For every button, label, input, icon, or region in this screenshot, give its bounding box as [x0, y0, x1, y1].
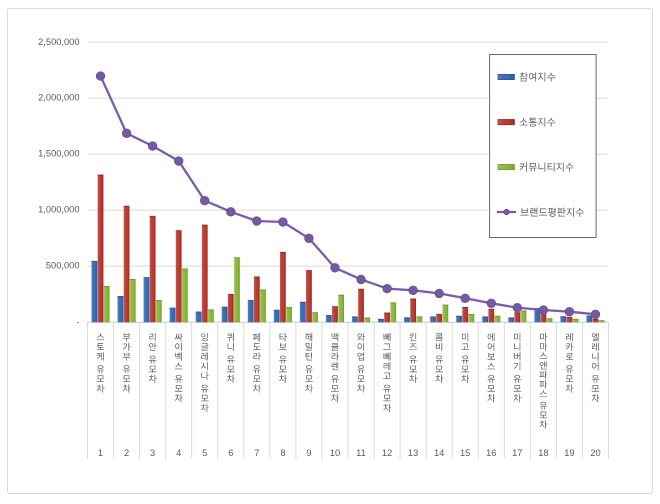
svg-text:20: 20	[590, 448, 600, 458]
svg-text:1,500,000: 1,500,000	[38, 149, 79, 159]
svg-text:13: 13	[408, 448, 418, 458]
svg-text:1: 1	[98, 448, 103, 458]
svg-text:11: 11	[356, 448, 366, 458]
svg-text:16: 16	[486, 448, 496, 458]
svg-text:500,000: 500,000	[46, 261, 80, 271]
svg-text:8: 8	[280, 448, 285, 458]
svg-text:15: 15	[460, 448, 470, 458]
svg-text:1,000,000: 1,000,000	[38, 205, 79, 215]
svg-text:7: 7	[254, 448, 259, 458]
svg-text:14: 14	[434, 448, 444, 458]
svg-text:2: 2	[124, 448, 129, 458]
svg-text:2,000,000: 2,000,000	[38, 93, 79, 103]
svg-text:-: -	[76, 318, 79, 328]
svg-text:4: 4	[176, 448, 181, 458]
svg-text:5: 5	[202, 448, 207, 458]
svg-text:19: 19	[564, 448, 574, 458]
svg-text:18: 18	[538, 448, 548, 458]
svg-text:6: 6	[228, 448, 233, 458]
svg-text:3: 3	[150, 448, 155, 458]
svg-text:17: 17	[512, 448, 522, 458]
svg-text:2,500,000: 2,500,000	[38, 37, 79, 47]
svg-text:10: 10	[330, 448, 340, 458]
svg-text:9: 9	[306, 448, 311, 458]
svg-text:12: 12	[382, 448, 392, 458]
